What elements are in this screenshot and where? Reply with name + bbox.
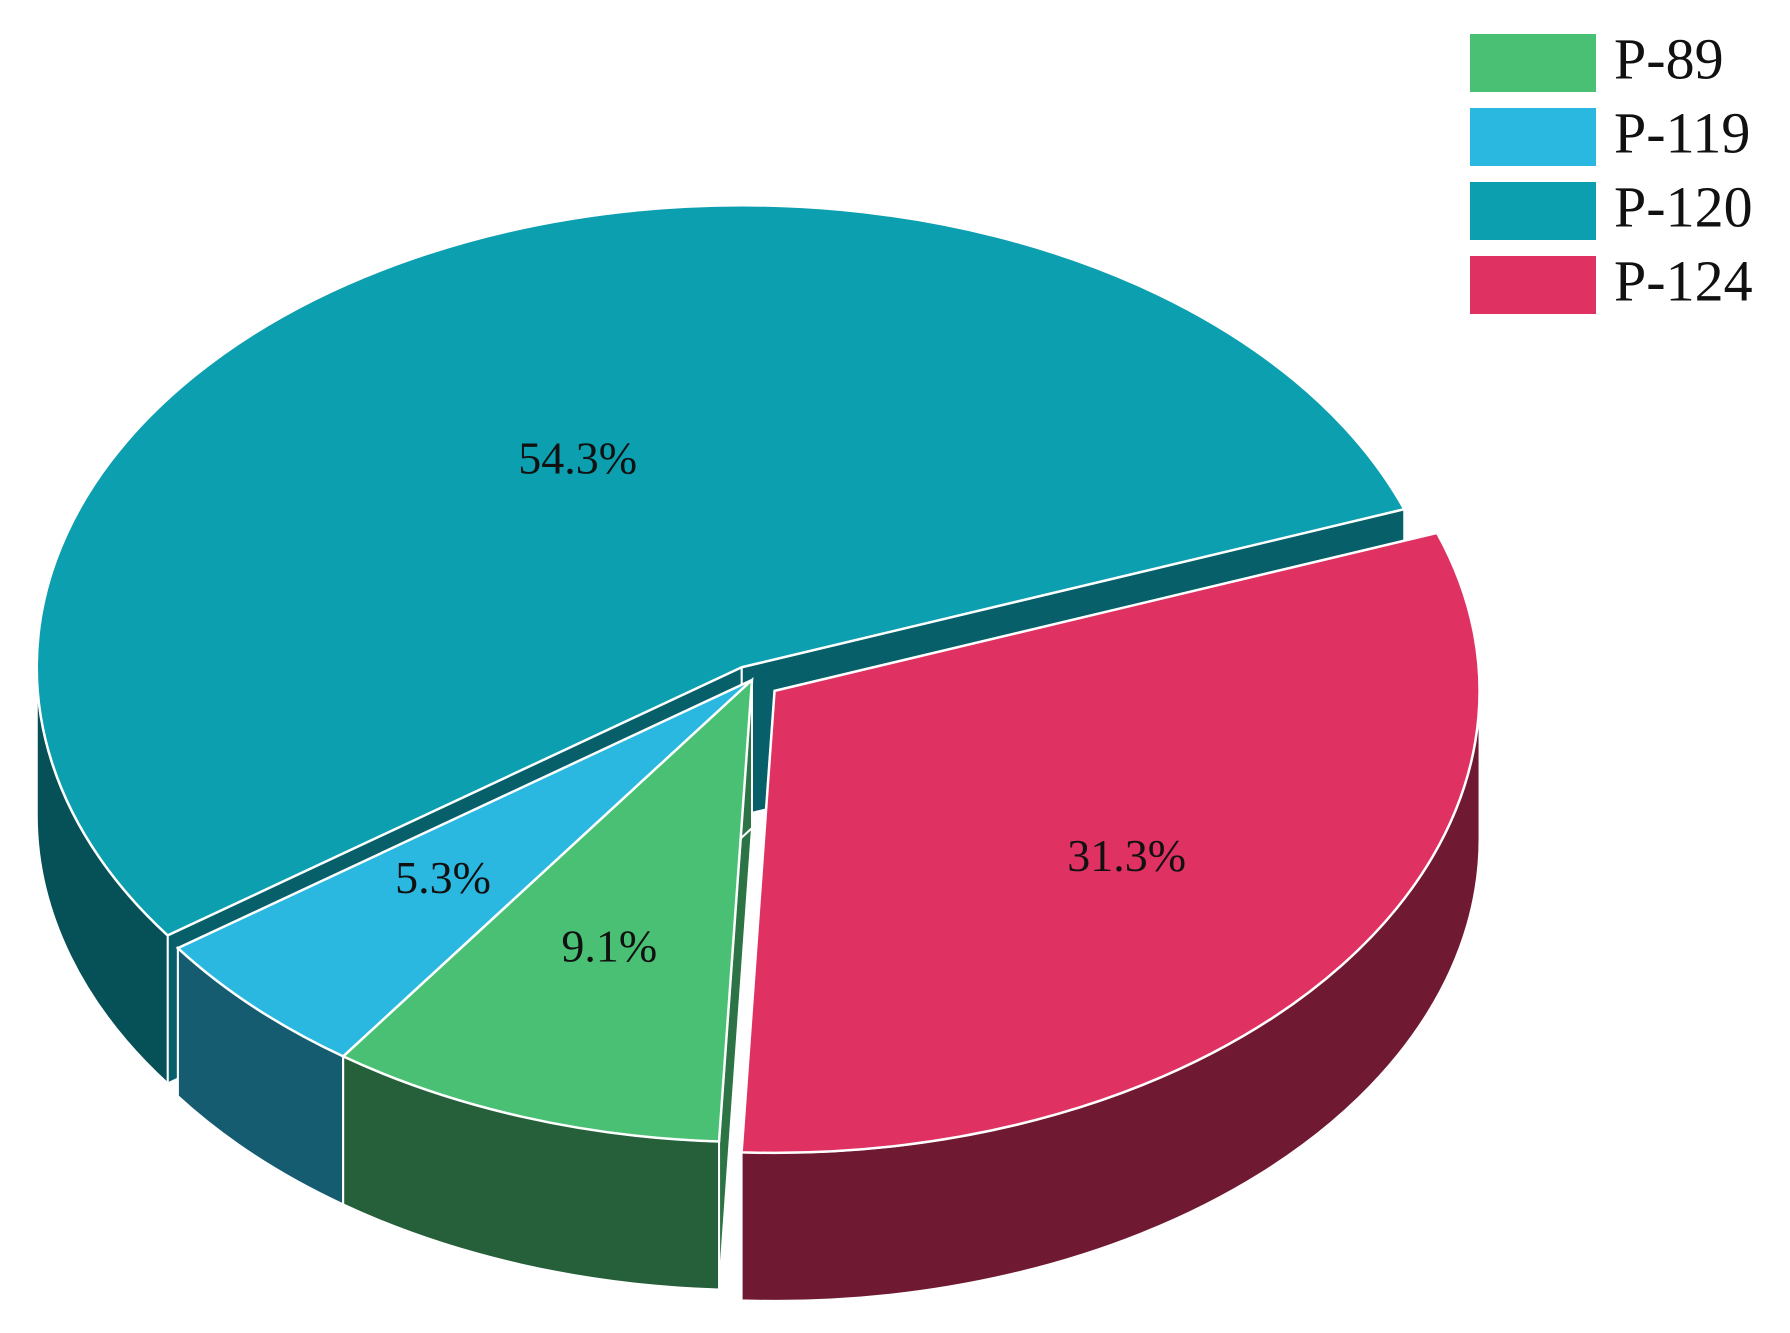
data-label: 54.3%: [518, 432, 637, 483]
legend-swatch: [1470, 182, 1596, 240]
legend-label: P-120: [1614, 174, 1753, 239]
slice: [740, 531, 1481, 1155]
slice: [340, 676, 754, 1143]
data-label: 9.1%: [561, 920, 657, 971]
legend-label: P-124: [1614, 248, 1753, 313]
legend-label: P-89: [1614, 26, 1724, 91]
legend-swatch: [1470, 256, 1596, 314]
legend-swatch: [1470, 108, 1596, 166]
data-label: 31.3%: [1067, 830, 1186, 881]
legend-label: P-119: [1614, 100, 1750, 165]
legend-swatch: [1470, 34, 1596, 92]
slice: [175, 678, 753, 1058]
data-label: 5.3%: [395, 852, 491, 903]
slice: [35, 203, 1407, 937]
